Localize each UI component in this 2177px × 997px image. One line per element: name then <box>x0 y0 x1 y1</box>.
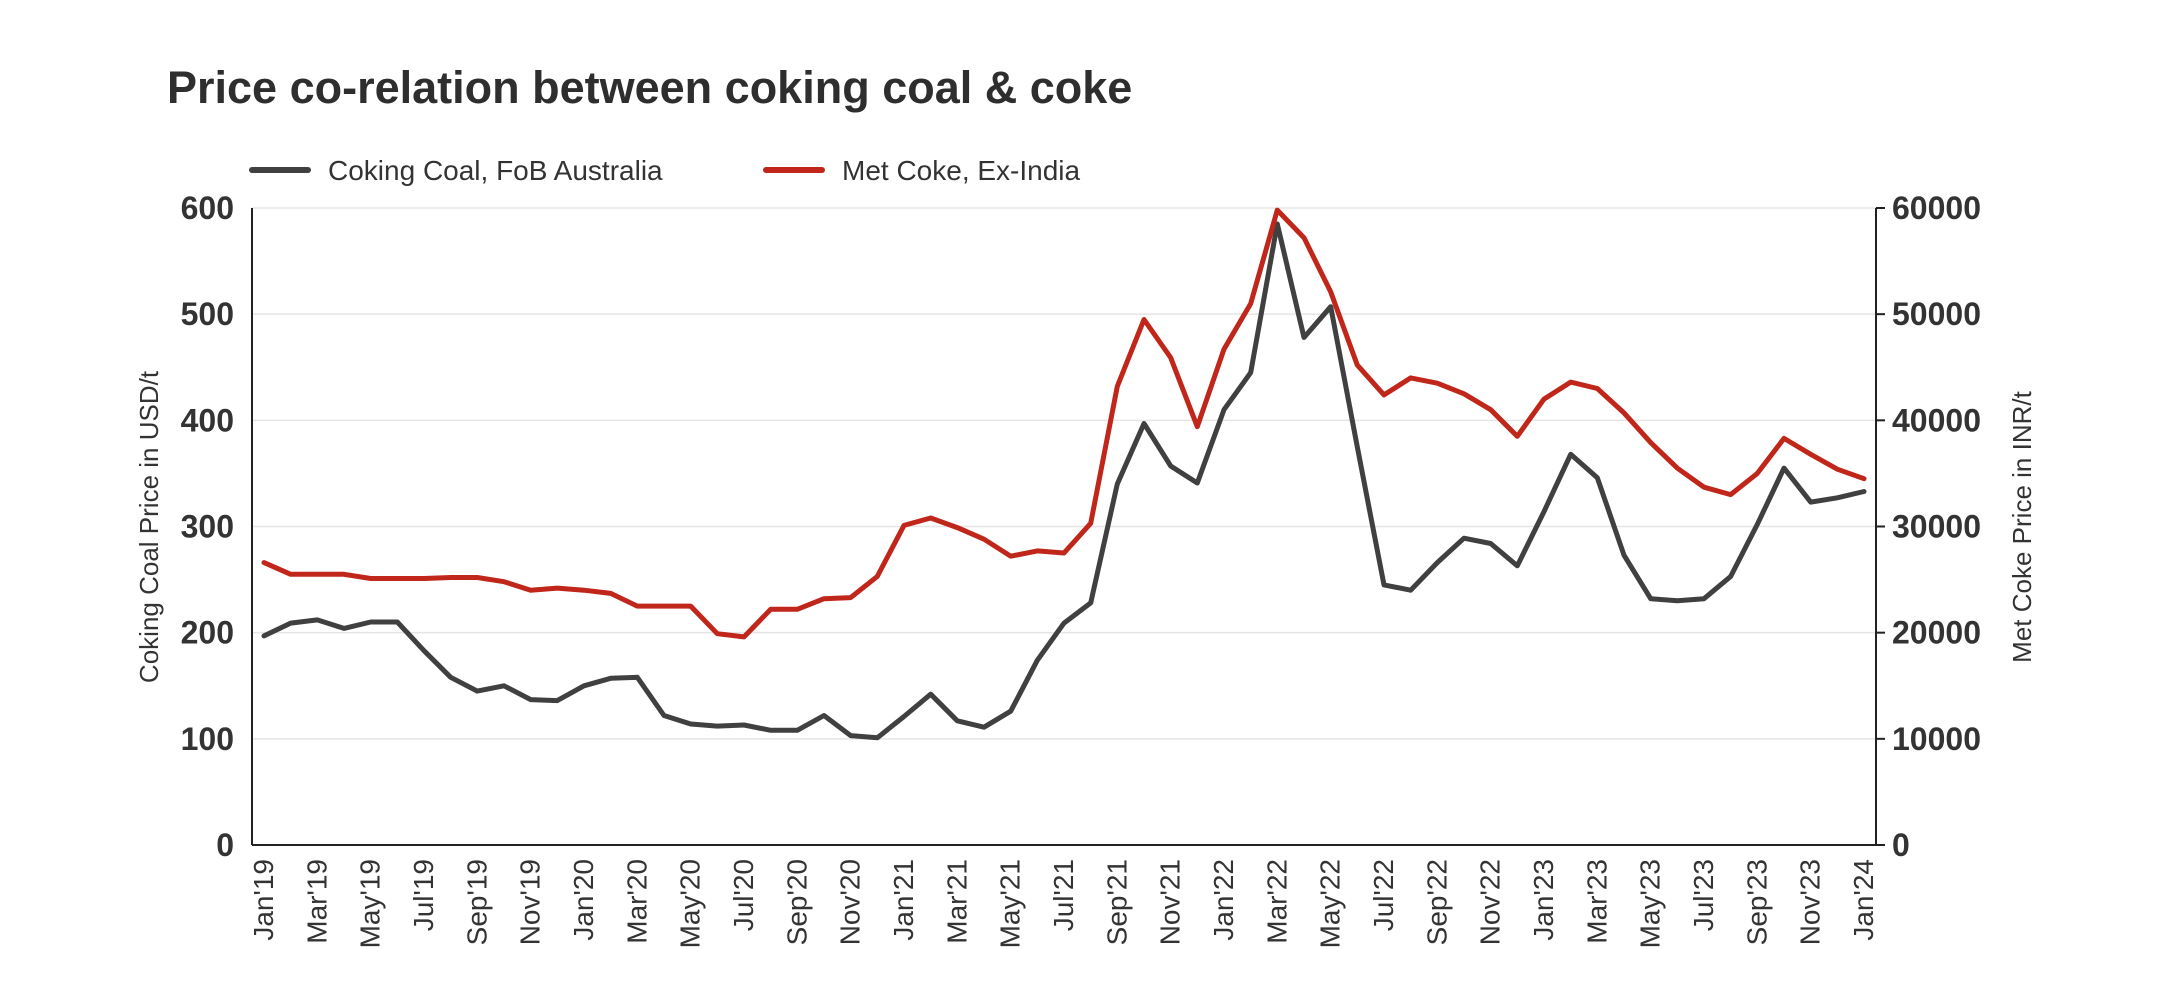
series-line-coking-coal-fob-australia <box>261 221 1867 741</box>
chart-title: Price co-relation between coking coal & … <box>167 62 1132 113</box>
axes <box>251 207 1885 846</box>
x-tick-label: Sep'23 <box>1741 859 1772 945</box>
x-tick-label: May'19 <box>355 859 386 948</box>
x-tick-label: Nov'23 <box>1795 859 1826 945</box>
x-tick-label: Mar'20 <box>621 859 652 944</box>
x-tick-label: Nov'21 <box>1155 859 1186 945</box>
x-tick-label: May'23 <box>1635 859 1666 948</box>
series-lines <box>261 207 1867 741</box>
y-tick-left: 500 <box>181 296 234 332</box>
legend-label-met-coke: Met Coke, Ex-India <box>842 155 1081 186</box>
x-tick-label: Nov'19 <box>515 859 546 945</box>
y-tick-right: 50000 <box>1892 296 1981 332</box>
x-tick-label: Jul'21 <box>1048 859 1079 931</box>
gridlines <box>252 207 1876 740</box>
x-tick-label: Jul'23 <box>1688 859 1719 931</box>
x-tick-label: Jan'20 <box>568 859 599 941</box>
y-tick-right: 10000 <box>1892 721 1981 757</box>
y-tick-right: 20000 <box>1892 615 1981 651</box>
y-axis-left-label: Coking Coal Price in USD/t <box>134 370 164 683</box>
x-tick-label: Jan'24 <box>1848 859 1879 941</box>
x-tick-label: Jan'21 <box>888 859 919 941</box>
y-tick-left: 400 <box>181 402 234 438</box>
x-tick-label: Jan'19 <box>248 859 279 941</box>
x-tick-label: Nov'20 <box>835 859 866 945</box>
y-tick-left: 100 <box>181 721 234 757</box>
legend-label-coking-coal: Coking Coal, FoB Australia <box>328 155 663 186</box>
x-tick-label: Nov'22 <box>1475 859 1506 945</box>
y-tick-right: 30000 <box>1892 509 1981 545</box>
x-tick-label: Jul'19 <box>408 859 439 931</box>
x-tick-label: Sep'20 <box>781 859 812 945</box>
x-tick-label: May'21 <box>995 859 1026 948</box>
legend: Coking Coal, FoB Australia Met Coke, Ex-… <box>249 155 1081 186</box>
y-axis-left-ticks: 0 100 200 300 400 500 600 <box>181 190 234 863</box>
x-tick-label: Mar'22 <box>1261 859 1292 944</box>
y-tick-left: 200 <box>181 615 234 651</box>
x-tick-label: Jan'22 <box>1208 859 1239 941</box>
y-tick-right: 60000 <box>1892 190 1981 226</box>
y-tick-left: 600 <box>181 190 234 226</box>
y-axis-right-label: Met Coke Price in INR/t <box>2007 390 2037 662</box>
y-tick-right: 40000 <box>1892 402 1981 438</box>
y-tick-right: 0 <box>1892 827 1910 863</box>
x-tick-label: Mar'21 <box>941 859 972 944</box>
x-axis-ticks: Jan'19 Mar'19 May'19 Jul'19 Sep'19 Nov'19 Jan'… <box>248 859 1879 948</box>
x-tick-label: May'20 <box>675 859 706 948</box>
x-tick-label: Jul'20 <box>728 859 759 931</box>
x-tick-label: Sep'22 <box>1421 859 1452 945</box>
series-line-met-coke-ex-india <box>261 207 1867 640</box>
x-tick-label: Jan'23 <box>1528 859 1559 941</box>
x-tick-label: Sep'21 <box>1101 859 1132 945</box>
y-axis-right-ticks: 0 10000 20000 30000 40000 50000 60000 <box>1892 190 1981 863</box>
y-tick-left: 0 <box>216 827 234 863</box>
x-tick-label: Sep'19 <box>461 859 492 945</box>
x-tick-label: May'22 <box>1315 859 1346 948</box>
x-tick-label: Mar'23 <box>1581 859 1612 944</box>
x-tick-label: Mar'19 <box>301 859 332 944</box>
x-tick-label: Jul'22 <box>1368 859 1399 931</box>
y-tick-left: 300 <box>181 509 234 545</box>
